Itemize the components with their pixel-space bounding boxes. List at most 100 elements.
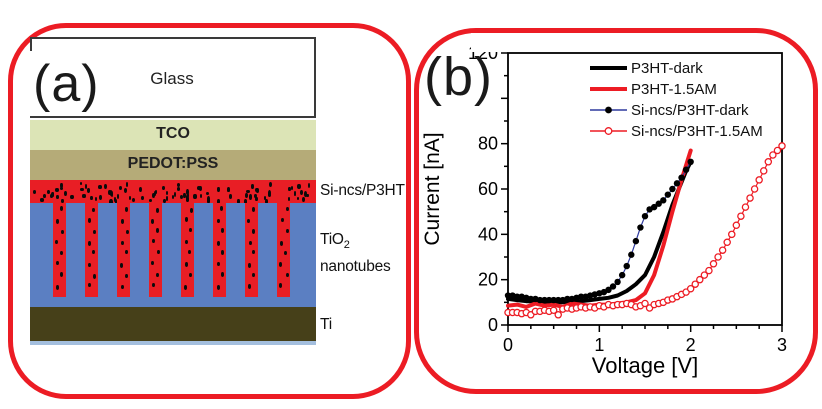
si-nanocrystal-dot (300, 190, 304, 196)
marker-filled-circle (641, 213, 649, 220)
y-axis-title: Current [nA] (421, 132, 444, 245)
si-nanocrystal-dot (250, 184, 254, 189)
x-tick-label: 0 (503, 335, 513, 355)
si-nanocrystal-dot (125, 207, 129, 212)
si-nanocrystal-dot (60, 251, 64, 256)
top-label-crop (471, 33, 506, 52)
si-nanocrystal-dot (70, 194, 74, 199)
marker-open-circle (696, 275, 704, 284)
si-nanocrystal-dot (64, 191, 68, 197)
si-nanocrystal-dot (103, 184, 107, 190)
tco-layer: TCO (30, 120, 316, 150)
si-nanocrystal-dot (125, 182, 129, 187)
nanotubes-annotation: nanotubes (320, 258, 391, 275)
marker-filled-circle (623, 262, 630, 270)
si-nanocrystal-dot (90, 196, 93, 201)
si-nanocrystal-dot (32, 190, 37, 194)
si-nanocrystal-dot (252, 229, 256, 234)
si-nanocrystal-dot (60, 206, 64, 211)
si-nanocrystal-dot (297, 184, 302, 189)
si-nanocrystal-dot (109, 199, 113, 203)
x-tick-label: 1 (594, 335, 604, 355)
si-nanocrystal-dot (50, 191, 54, 197)
si-nanocrystal-dot (82, 194, 86, 198)
si-nanocrystal-dot (252, 272, 256, 278)
si-nanocrystal-dot (247, 218, 251, 224)
si-nanocrystal-dot (152, 238, 156, 243)
si-nanocrystal-dot (199, 193, 203, 199)
si-nanocrystal-dot (176, 187, 180, 191)
si-nanocrystal-dot (156, 208, 160, 213)
si-nanocrystal-dot (151, 282, 155, 288)
tio2-annotation-subscript: 2 (343, 239, 350, 251)
si-nanocrystal-dot (205, 192, 209, 196)
y-tick-label: 20 (478, 270, 498, 290)
si-nanocrystal-dot (120, 240, 124, 246)
si-nanocrystal-dot (55, 195, 59, 199)
si-nanocrystal-dot (56, 219, 60, 224)
si-nanocrystal-dot (268, 181, 273, 188)
marker-open-circle (728, 230, 736, 239)
marker-filled-circle (650, 203, 658, 211)
si-nanocrystal-dot (186, 197, 190, 203)
si-nanocrystal-dot (107, 190, 111, 196)
pedot-pss-label: PEDOT:PSS (127, 155, 219, 172)
legend: P3HT-dark P3HT-1.5AM Si-ncs/P3HT-dark Si-nc… (590, 60, 763, 140)
ti-substrate-layer (30, 307, 316, 341)
si-nanocrystal-dot (139, 186, 143, 193)
marker-open-circle (554, 311, 562, 319)
marker-open-circle (714, 253, 722, 261)
si-nanocrystal-dot (287, 196, 291, 202)
marker-filled-circle (527, 295, 535, 303)
series-line (506, 159, 693, 305)
si-nanocrystal-dot (251, 249, 255, 255)
si-nanocrystal-dot (216, 285, 220, 290)
marker-filled-circle (632, 237, 640, 245)
si-nanocrystal-dot (165, 190, 168, 196)
marker-open-circle (686, 284, 695, 293)
marker-open-circle (732, 221, 741, 230)
si-nanocrystal-dot (56, 261, 60, 266)
marker-filled-circle (536, 296, 544, 304)
device-stack-diagram: Glass TCO PEDOT:PSS (30, 37, 316, 345)
si-nanocrystal-dot (59, 186, 64, 191)
si-nanocrystal-dot (228, 193, 233, 199)
marker-filled-circle (628, 251, 635, 258)
si-nanocrystal-dot (279, 283, 283, 288)
nanotube (149, 203, 162, 297)
nanotube (277, 203, 290, 297)
si-nanocrystal-dot (220, 250, 224, 255)
nanotube (117, 203, 130, 297)
si-nanocrystal-dot (189, 273, 193, 278)
si-nanocrystal-dot (216, 199, 221, 203)
marker-filled-circle (673, 180, 681, 187)
marker-open-circle (691, 280, 699, 288)
si-nanocrystal-dot (303, 191, 307, 197)
si-nanocrystal-dot (197, 186, 201, 191)
si-nanocrystal-dot (152, 193, 156, 199)
nanotube (213, 203, 226, 297)
si-nanocrystal-dot (255, 196, 258, 202)
si-ncs-p3ht-annotation: Si-ncs/P3HT (320, 182, 405, 199)
legend-marker-open (604, 127, 613, 135)
si-nanocrystal-dot (92, 207, 96, 213)
marker-open-circle (778, 142, 786, 150)
marker-filled-circle (637, 224, 644, 231)
glass-corner-stub (30, 39, 32, 51)
si-nanocrystal-dot (80, 187, 84, 192)
si-nanocrystal-dot (227, 187, 231, 192)
si-nanocrystal-dot (141, 196, 145, 201)
si-nanocrystal-dot (113, 197, 117, 202)
legend-marker-filled (605, 106, 612, 114)
marker-open-circle (755, 176, 763, 184)
si-nanocrystal-dot (245, 192, 248, 198)
si-nanocrystal-dot (87, 262, 91, 268)
si-nanocrystal-dot (131, 198, 135, 203)
si-nanocrystal-dot (92, 274, 96, 279)
si-nanocrystal-dot (162, 185, 166, 190)
si-ncs-p3ht-layer (30, 180, 316, 203)
si-nanocrystal-dot (55, 285, 59, 290)
si-nanocrystal-dot (99, 194, 102, 200)
